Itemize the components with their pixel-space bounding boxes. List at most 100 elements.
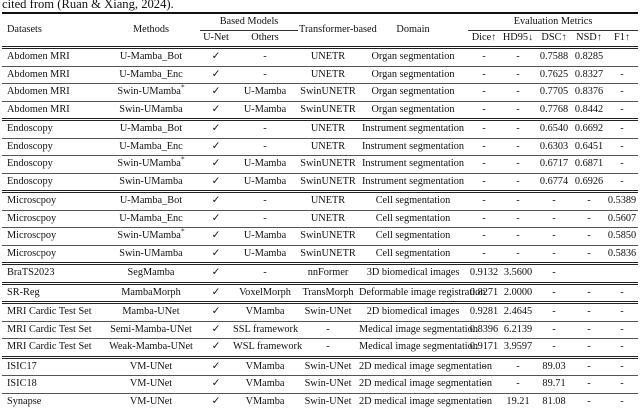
table-row: MRI Cardic Test Set Weak-Mamba-UNet ✓ WSL f… — [2, 338, 639, 358]
cell-others: U-Mamba — [243, 175, 287, 187]
cell-dsc: - — [552, 306, 556, 317]
cell-nsd: - — [587, 247, 591, 259]
cell-dice: - — [482, 195, 486, 206]
cell-dataset: Abdomen MRI — [7, 68, 70, 80]
cell-hd95: - — [516, 123, 520, 134]
cell-transformer: SwinUNETR — [300, 247, 356, 259]
header-others: Others — [251, 32, 279, 43]
header-row-sub: U-Net Others Dice↑ HD95↓ DSC↑ NSD↑ F1↑ — [2, 30, 638, 48]
cell-dice: - — [482, 123, 486, 134]
cell-unet: ✓ — [211, 378, 221, 389]
cell-unet: ✓ — [211, 103, 221, 115]
method-label: Swin-UMamba — [117, 86, 181, 97]
cell-method: U-Mamba_Bot — [102, 192, 200, 211]
cell-transformer: UNETR — [310, 123, 346, 134]
cell-dataset: SR-Reg — [7, 286, 40, 298]
cell-hd95: - — [516, 158, 520, 169]
cell-nsd: 0.6926 — [574, 175, 604, 187]
cell-hd95: - — [516, 230, 520, 241]
cell-dice: 0.8396 — [469, 323, 499, 335]
cell-dsc: - — [552, 247, 556, 259]
table-row: Microscpoy Swin-UMamba* ✓ U-Mamba SwinUNETR C… — [2, 227, 639, 246]
header-row-top: Datasets Methods Based Models Transforme… — [2, 13, 639, 35]
cell-method: VM-UNet — [102, 393, 200, 410]
cell-transformer: TransMorph — [302, 286, 354, 298]
method-label: Swin-UMamba — [119, 103, 183, 115]
cell-domain: 2D medical image segmentation — [359, 378, 492, 389]
cell-nsd: - — [587, 212, 591, 224]
cell-unet: ✓ — [211, 158, 221, 169]
cell-unet: ✓ — [211, 68, 221, 80]
cell-dice: - — [482, 212, 486, 224]
cell-unet: ✓ — [211, 360, 221, 372]
cell-hd95: - — [516, 378, 520, 389]
table-row: BraTS2023 SegMamba ✓ - nnFormer 3D biomedical… — [2, 263, 639, 284]
cell-others: - — [263, 123, 267, 134]
cell-transformer: UNETR — [310, 68, 346, 80]
cell-nsd: - — [587, 323, 591, 335]
cell-nsd: - — [587, 360, 591, 372]
cell-transformer: SwinUNETR — [300, 103, 356, 115]
cell-domain: Instrument segmentation — [361, 140, 465, 152]
cell-domain: Instrument segmentation — [361, 175, 465, 187]
cell-nsd: 0.6451 — [574, 140, 604, 152]
cell-f1: - — [620, 378, 624, 389]
cell-method: U-Mamba_Bot — [102, 48, 200, 67]
method-label: VM-UNet — [129, 360, 173, 372]
cell-domain: 2D medical image segmentation — [359, 395, 492, 407]
table-header: Datasets Methods Based Models Transforme… — [2, 13, 639, 48]
cell-nsd: - — [587, 286, 591, 298]
cell-hd95: 6.2139 — [503, 323, 533, 335]
cell-method: U-Mamba_Enc — [102, 66, 200, 84]
cell-f1 — [606, 264, 638, 284]
method-label: MambaMorph — [121, 286, 181, 298]
cell-unet: ✓ — [211, 212, 221, 224]
cell-domain: Cell segmentation — [375, 247, 451, 259]
cell-others: VoxelMorph — [239, 286, 291, 298]
cell-transformer: Swin-UNet — [304, 306, 352, 317]
cell-f1: 0.5850 — [607, 230, 637, 241]
cell-dsc: - — [552, 230, 556, 241]
cell-method: Swin-UMamba* — [102, 227, 200, 246]
cell-f1: 0.5607 — [607, 212, 637, 224]
cell-dsc: 89.03 — [542, 360, 566, 372]
cell-others: SSL framework — [233, 323, 299, 335]
method-label: U-Mamba_Bot — [119, 51, 183, 62]
cell-transformer: Swin-UNet — [304, 378, 352, 389]
header-domain: Domain — [396, 23, 430, 35]
cell-dice: - — [482, 175, 486, 187]
cell-domain: Organ segmentation — [371, 86, 455, 97]
cell-dice: - — [482, 247, 486, 259]
cell-f1: - — [620, 103, 624, 115]
cell-method: Swin-UMamba — [102, 173, 200, 192]
cell-method: SegMamba — [102, 264, 200, 284]
table-row: MRI Cardic Test Set Mamba-UNet ✓ VMamba Swin… — [2, 302, 639, 322]
cell-nsd: - — [587, 378, 591, 389]
cell-dataset: Synapse — [7, 395, 42, 407]
table-row: Abdomen MRI Swin-UMamba ✓ U-Mamba SwinUNETR O… — [2, 101, 639, 120]
cell-unet: ✓ — [211, 86, 221, 97]
cell-transformer: Swin-UNet — [304, 395, 352, 407]
cell-dataset: Microscpoy — [7, 195, 57, 206]
cell-nsd: - — [587, 230, 591, 241]
cell-method: Swin-UMamba* — [102, 155, 200, 174]
table-row: Microscpoy Swin-UMamba ✓ U-Mamba SwinUNETR Ce… — [2, 245, 639, 264]
cell-unet: ✓ — [211, 306, 221, 317]
header-methods: Methods — [132, 23, 170, 35]
method-label: Swin-UMamba — [117, 230, 181, 241]
cell-others: - — [263, 140, 267, 152]
cell-dataset: Endoscopy — [7, 175, 53, 187]
cell-dataset: MRI Cardic Test Set — [7, 306, 92, 317]
cell-method: U-Mamba_Enc — [102, 138, 200, 156]
table-body: Abdomen MRI U-Mamba_Bot ✓ - UNETR Organ segme… — [2, 47, 639, 410]
cell-f1: - — [620, 123, 624, 134]
cell-hd95: - — [516, 175, 520, 187]
cell-unet: ✓ — [211, 323, 221, 335]
cell-dataset: Endoscopy — [7, 123, 53, 134]
cell-hd95: - — [516, 68, 520, 80]
cell-unet: ✓ — [211, 267, 221, 278]
header-unet: U-Net — [203, 32, 229, 43]
cell-dice: - — [482, 158, 486, 169]
cell-hd95: 2.0000 — [503, 286, 533, 298]
cell-others: U-Mamba — [243, 247, 287, 259]
